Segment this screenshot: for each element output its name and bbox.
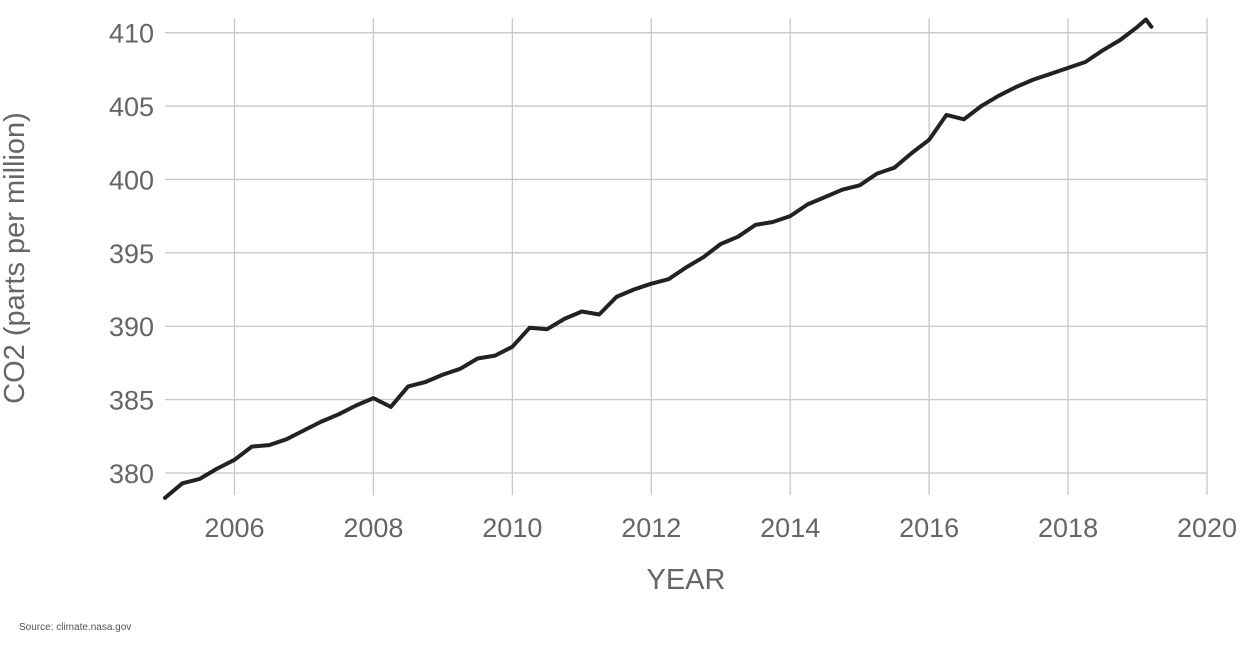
tick-labels: 2006 2008 2010 2012 2014 2016 2018 2020 380 385 39… bbox=[109, 19, 1237, 543]
y-tick-label: 410 bbox=[109, 19, 154, 49]
y-tick-label: 385 bbox=[109, 386, 154, 416]
co2-series-line bbox=[163, 17, 1154, 500]
x-tick-label: 2012 bbox=[621, 513, 681, 543]
gridlines bbox=[165, 18, 1208, 495]
y-tick-label: 395 bbox=[109, 239, 154, 269]
x-tick-label: 2020 bbox=[1177, 513, 1237, 543]
y-tick-label: 380 bbox=[109, 459, 154, 489]
x-tick-label: 2008 bbox=[343, 513, 403, 543]
x-tick-label: 2016 bbox=[899, 513, 959, 543]
x-axis-title: YEAR bbox=[647, 564, 726, 596]
y-tick-label: 390 bbox=[109, 312, 154, 342]
y-tick-label: 405 bbox=[109, 92, 154, 122]
x-tick-label: 2006 bbox=[204, 513, 264, 543]
source-caption: Source: climate.nasa.gov bbox=[19, 622, 132, 633]
x-tick-label: 2010 bbox=[482, 513, 542, 543]
x-tick-label: 2018 bbox=[1038, 513, 1098, 543]
y-axis-title: CO2 (parts per million) bbox=[0, 112, 31, 404]
y-tick-label: 400 bbox=[109, 165, 154, 195]
data-series bbox=[163, 17, 1154, 500]
x-tick-label: 2014 bbox=[760, 513, 820, 543]
